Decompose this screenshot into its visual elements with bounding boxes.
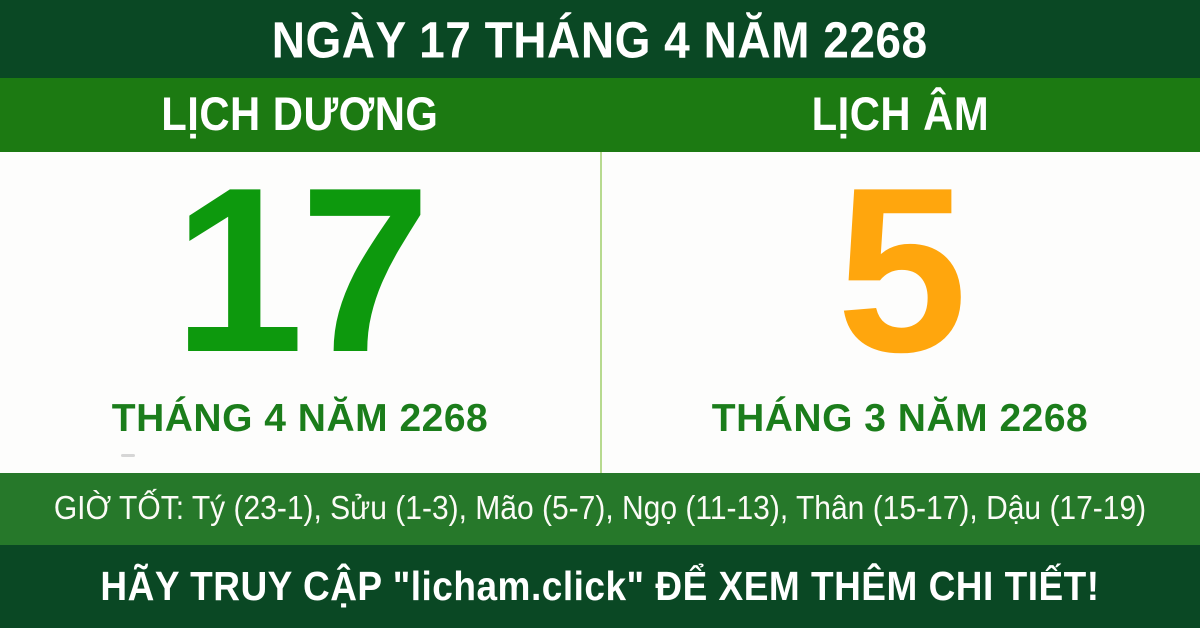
lunar-day-number: 5: [836, 138, 968, 401]
solar-day-number: 17: [173, 138, 430, 401]
solar-calendar-label: LỊCH DƯƠNG: [161, 88, 439, 141]
top-title-bar: NGÀY 17 THÁNG 4 NĂM 2268: [0, 0, 1200, 78]
full-date-title: NGÀY 17 THÁNG 4 NĂM 2268: [272, 10, 928, 68]
good-hours-bar: GIỜ TỐT: Tý (23-1), Sửu (1-3), Mão (5-7)…: [0, 473, 1200, 545]
footer-cta-text: HÃY TRUY CẬP "licham.click" ĐỂ XEM THÊM …: [100, 563, 1100, 609]
solar-calendar-cell: 17 THÁNG 4 NĂM 2268: [0, 152, 600, 473]
calendar-body: 17 THÁNG 4 NĂM 2268 5 THÁNG 3 NĂM 2268: [0, 152, 1200, 473]
lunar-column-header: LỊCH ÂM: [600, 78, 1200, 152]
print-smudge-artifact: [121, 454, 135, 457]
solar-month-year-label: THÁNG 4 NĂM 2268: [111, 397, 489, 440]
solar-column-header: LỊCH DƯƠNG: [0, 78, 600, 152]
footer-cta-bar: HÃY TRUY CẬP "licham.click" ĐỂ XEM THÊM …: [0, 545, 1200, 628]
lunar-month-year-label: THÁNG 3 NĂM 2268: [711, 397, 1089, 440]
lunar-calendar-label: LỊCH ÂM: [811, 88, 989, 141]
column-header-bar: LỊCH DƯƠNG LỊCH ÂM: [0, 78, 1200, 152]
lunar-calendar-cell: 5 THÁNG 3 NĂM 2268: [600, 152, 1198, 473]
good-hours-text: GIỜ TỐT: Tý (23-1), Sửu (1-3), Mão (5-7)…: [53, 489, 1147, 527]
